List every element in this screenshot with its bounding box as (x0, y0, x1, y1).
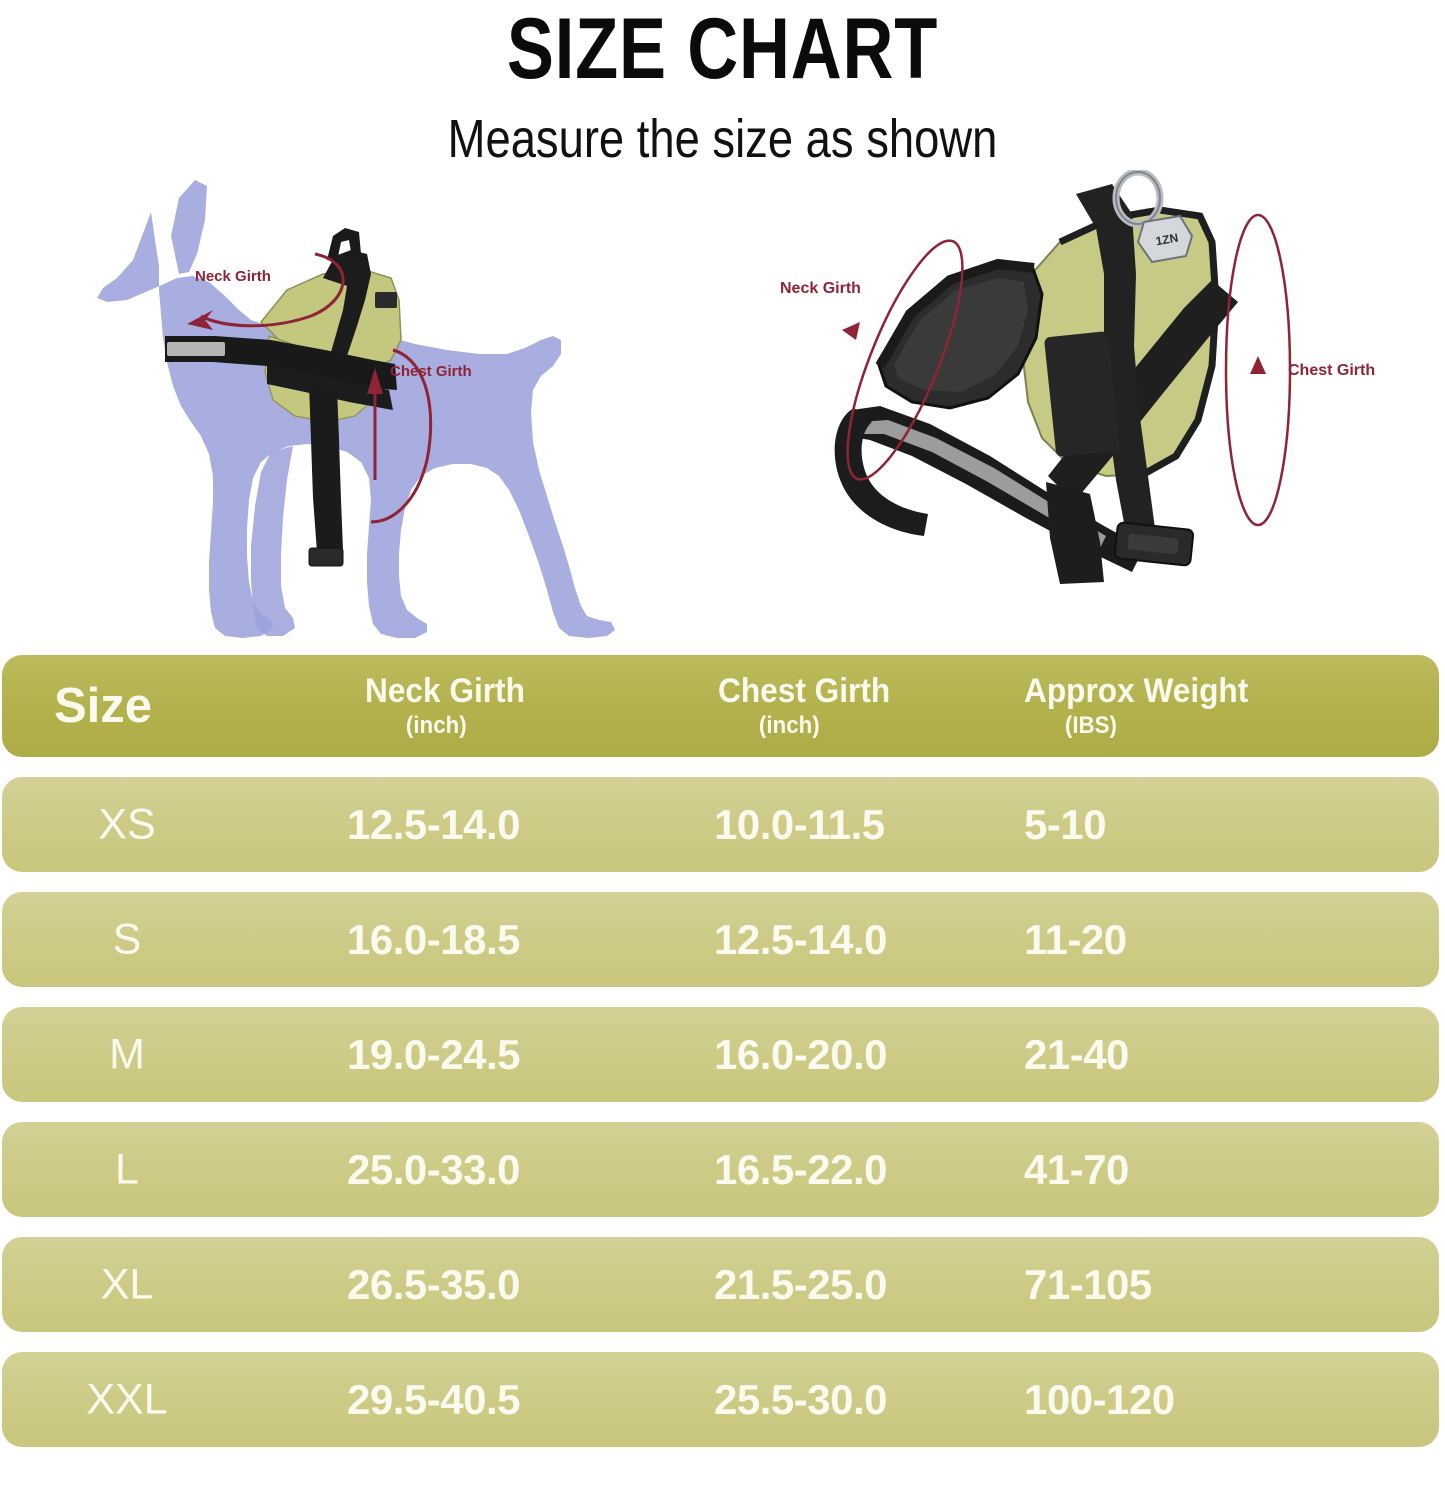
column-header-chest-girth: Chest Girth (inch) (718, 674, 903, 738)
cell-approx-weight: 21-40 (1024, 1030, 1129, 1078)
cell-approx-weight: 5-10 (1024, 800, 1107, 848)
dog-silhouette-shape (97, 212, 615, 638)
column-header-neck-girth-unit: (inch) (405, 712, 467, 739)
cell-chest-girth: 16.0-20.0 (714, 1030, 887, 1078)
chest-girth-arrowhead (367, 368, 383, 394)
cell-neck-girth: 25.0-33.0 (347, 1145, 520, 1193)
product-mesh-texture (894, 278, 1028, 392)
product-chest-girth-label: Chest Girth (1288, 362, 1376, 379)
table-row: L 25.0-33.0 16.5-22.0 41-70 (2, 1122, 1439, 1217)
cell-chest-girth: 12.5-14.0 (714, 915, 887, 963)
table-row: XXL 29.5-40.5 25.5-30.0 100-120 (2, 1352, 1439, 1447)
product-buckle-inner (1127, 533, 1179, 555)
cell-size: XL (100, 1260, 154, 1308)
cell-size: XXL (86, 1375, 168, 1423)
product-velcro-patch (1044, 331, 1120, 457)
cell-neck-girth: 16.0-18.5 (347, 915, 520, 963)
harness-product-svg: 1ZN (834, 168, 1292, 584)
dog-chest-girth-label: Chest Girth (390, 363, 472, 380)
cell-approx-weight: 100-120 (1024, 1375, 1175, 1423)
page-subtitle: Measure the size as shown (447, 109, 998, 169)
product-neck-girth-ellipse (846, 239, 964, 481)
column-header-approx-weight-label: Approx Weight (1024, 672, 1249, 710)
cell-size: M (109, 1030, 145, 1078)
product-left-loop (834, 408, 928, 536)
cell-chest-girth: 10.0-11.5 (714, 800, 885, 848)
product-pad-rim (875, 258, 1035, 369)
dog-far-leg (251, 446, 295, 636)
neck-girth-arrowhead (187, 310, 213, 330)
dog-ear (171, 180, 207, 274)
column-header-neck-girth: Neck Girth (inch) (365, 674, 537, 738)
table-row: XL 26.5-35.0 21.5-25.0 71-105 (2, 1237, 1439, 1332)
column-header-approx-weight: Approx Weight (IBS) (1024, 674, 1265, 738)
harness-tag (375, 292, 397, 308)
cell-size: S (112, 915, 142, 963)
product-name-plate (1136, 214, 1194, 264)
cell-neck-girth: 12.5-14.0 (347, 800, 520, 848)
column-header-size: Size (54, 679, 153, 733)
dog-diagram: Neck Girth Chest Girth (55, 150, 695, 650)
cell-chest-girth: 21.5-25.0 (714, 1260, 887, 1308)
harness-buckle (308, 547, 344, 567)
harness-on-dog (165, 228, 402, 567)
size-table: Size Neck Girth (inch) Chest Girth (inch… (0, 655, 1445, 1467)
cell-approx-weight: 71-105 (1024, 1260, 1152, 1308)
neck-girth-arrow (200, 252, 345, 328)
column-header-approx-weight-unit: (IBS) (1064, 712, 1117, 739)
harness-handle (327, 228, 361, 262)
product-name-plate-text: 1ZN (1155, 231, 1180, 249)
product-chest-arrowhead (1250, 356, 1266, 374)
product-neck-girth-label: Neck Girth (780, 280, 861, 297)
cell-size: L (115, 1145, 139, 1193)
product-chest-girth-ellipse (1224, 213, 1292, 527)
dog-silhouette-svg (97, 180, 615, 638)
illustration-band: Neck Girth Chest Girth (0, 150, 1445, 650)
product-photo: 1ZN Neck Girth Chest Girth (760, 168, 1440, 590)
harness-belly-strap (309, 384, 343, 552)
cell-approx-weight: 11-20 (1024, 915, 1127, 963)
table-header-row: Size Neck Girth (inch) Chest Girth (inch… (2, 655, 1439, 757)
page-title: SIZE CHART (506, 1, 939, 97)
cell-chest-girth: 25.5-30.0 (714, 1375, 887, 1423)
cell-chest-girth: 16.5-22.0 (714, 1145, 887, 1193)
table-row: S 16.0-18.5 12.5-14.0 11-20 (2, 892, 1439, 987)
product-d-ring-inner (1115, 171, 1161, 225)
product-neck-arrowhead (842, 322, 860, 340)
column-header-chest-girth-unit: (inch) (758, 712, 820, 739)
cell-approx-weight: 41-70 (1024, 1145, 1129, 1193)
table-row: M 19.0-24.5 16.0-20.0 21-40 (2, 1007, 1439, 1102)
dog-neck-girth-label: Neck Girth (195, 268, 271, 285)
cell-neck-girth: 19.0-24.5 (347, 1030, 520, 1078)
chest-girth-arrow (370, 348, 433, 524)
product-panel-edge (1058, 206, 1220, 478)
product-bottom-strap (1046, 482, 1104, 584)
column-header-chest-girth-label: Chest Girth (718, 672, 891, 710)
column-header-neck-girth-label: Neck Girth (365, 672, 525, 710)
cell-size: XS (98, 800, 156, 848)
product-vertical-strap (1076, 184, 1156, 544)
cell-neck-girth: 29.5-40.5 (347, 1375, 520, 1423)
cell-neck-girth: 26.5-35.0 (347, 1260, 520, 1308)
harness-reflective-stripe (167, 342, 225, 356)
table-row: XS 12.5-14.0 10.0-11.5 5-10 (2, 777, 1439, 872)
